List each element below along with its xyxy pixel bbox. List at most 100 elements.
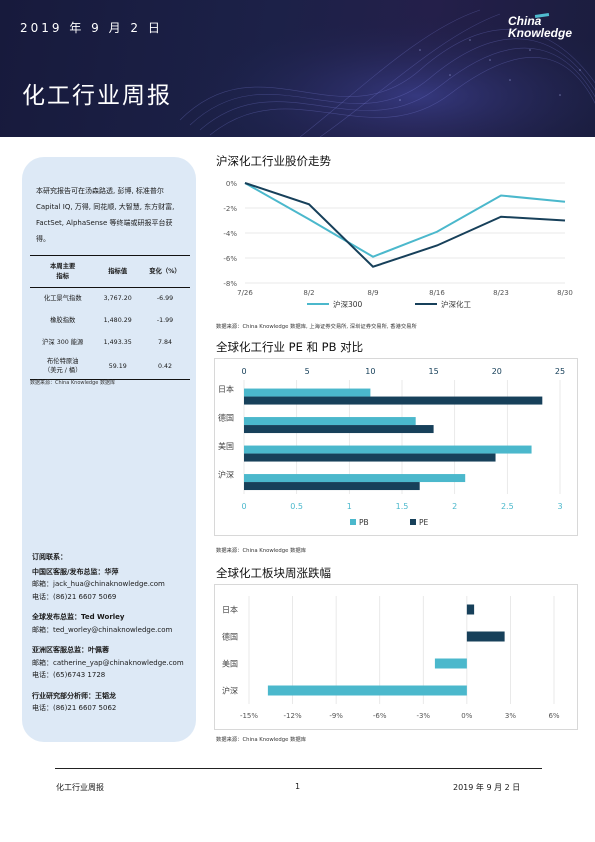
bar-change bbox=[466, 631, 505, 642]
sidebar-panel: 本研究报告可在汤森路透, 彭博, 标准普尔 Capital IQ, 万得, 同花… bbox=[22, 157, 196, 742]
bottom-axis-label: 1 bbox=[347, 502, 352, 511]
series-line-chem bbox=[244, 182, 566, 268]
top-axis-label: 10 bbox=[365, 367, 375, 376]
x-tick-label: 7/26 bbox=[237, 289, 253, 297]
top-axis-label: 5 bbox=[305, 367, 310, 376]
category-label: 日本 bbox=[218, 384, 234, 394]
y-tick-label: 0% bbox=[226, 180, 237, 188]
contact-email[interactable]: 邮箱：jack_hua@chinaknowledge.com bbox=[32, 580, 165, 588]
series-line-hs300 bbox=[244, 182, 566, 258]
table-cell: 橡胶指数 bbox=[50, 317, 76, 324]
x-tick-label: 8/30 bbox=[557, 289, 573, 297]
banner-wave-graphic bbox=[179, 0, 595, 137]
bar-pe bbox=[244, 453, 496, 462]
x-tick-label: -12% bbox=[284, 712, 302, 720]
contact-heading: 行业研究部分析师：王韬龙 bbox=[32, 691, 116, 700]
category-label: 德国 bbox=[222, 632, 238, 642]
contact-phone: 电话：(86)21 6607 5062 bbox=[32, 704, 117, 712]
legend-label: PE bbox=[419, 518, 429, 527]
contact-heading: 中国区客服/发布总监：华萍 bbox=[32, 567, 119, 576]
bar-pb bbox=[244, 474, 466, 483]
bar-pe bbox=[244, 396, 543, 405]
bottom-axis-label: 2 bbox=[452, 502, 457, 511]
category-label: 美国 bbox=[218, 441, 234, 451]
x-tick-label: -15% bbox=[240, 712, 258, 720]
x-tick-label: 8/16 bbox=[429, 289, 445, 297]
contact-list: 订阅联系： 中国区客服/发布总监：华萍 邮箱：jack_hua@chinakno… bbox=[32, 551, 192, 723]
key-indicators-table: 本周主要 指标 指标值 变化（%） 化工景气指数 3,767.20 -6.99 … bbox=[30, 255, 190, 380]
top-axis-label: 0 bbox=[241, 367, 246, 376]
logo-line1: China bbox=[508, 14, 542, 28]
table-header-cell: 本周主要 指标 bbox=[30, 255, 96, 288]
contact-phone: 电话：(65)6743 1728 bbox=[32, 671, 106, 679]
x-tick-label: 8/9 bbox=[367, 289, 378, 297]
contact-email[interactable]: 邮箱：catherine_yap@chinaknowledge.com bbox=[32, 658, 184, 667]
bar-change bbox=[434, 658, 467, 669]
bar-change bbox=[466, 604, 475, 615]
y-tick-label: -8% bbox=[223, 280, 237, 288]
table-header-row: 本周主要 指标 指标值 变化（%） bbox=[30, 255, 190, 288]
contact-heading: 全球发布总监：Ted Worley bbox=[32, 613, 125, 621]
top-axis-label: 25 bbox=[555, 367, 565, 376]
category-label: 美国 bbox=[222, 659, 238, 669]
price-trend-source: 数据来源：China Knowledge 数据库, 上海证券交易所, 深圳证券交… bbox=[216, 324, 417, 330]
bar-pb bbox=[244, 445, 532, 454]
contact-block: 行业研究部分析师：王韬龙 电话：(86)21 6607 5062 bbox=[32, 690, 192, 715]
contact-phone: 电话：(86)21 6607 5069 bbox=[32, 592, 117, 601]
top-axis-label: 15 bbox=[429, 367, 439, 376]
table-cell: 1,493.35 bbox=[103, 339, 132, 346]
legend-label: PB bbox=[359, 518, 369, 527]
table-row: 橡胶指数 1,480.29 -1.99 bbox=[30, 310, 190, 332]
contact-heading: 订阅联系： bbox=[32, 553, 67, 561]
bar-pb bbox=[244, 417, 416, 426]
category-label: 德国 bbox=[218, 412, 234, 422]
pe-pb-title: 全球化工行业 PE 和 PB 对比 bbox=[216, 340, 364, 354]
table-cell: 1,480.29 bbox=[103, 317, 132, 324]
x-tick-label: 6% bbox=[548, 712, 559, 720]
x-tick-label: -3% bbox=[416, 712, 430, 720]
x-tick-label: 8/23 bbox=[493, 289, 509, 297]
table-cell: -6.99 bbox=[156, 295, 174, 303]
weekly-change-source: 数据来源：China Knowledge 数据库 bbox=[216, 737, 306, 743]
price-trend-title: 沪深化工行业股价走势 bbox=[216, 154, 331, 168]
footer-report-name: 化工行业周报 bbox=[56, 783, 104, 792]
contact-email[interactable]: 邮箱：ted_worley@chinaknowledge.com bbox=[32, 625, 173, 634]
bar-pe bbox=[244, 482, 420, 491]
table-cell: 3,767.20 bbox=[103, 295, 132, 303]
y-tick-label: -2% bbox=[223, 205, 237, 213]
x-tick-label: 3% bbox=[505, 712, 516, 720]
y-tick-label: -6% bbox=[223, 255, 237, 263]
table-cell: 沪深 300 能源 bbox=[42, 339, 84, 346]
contact-block: 亚洲区客服总监：叶佩蓉 邮箱：catherine_yap@chinaknowle… bbox=[32, 644, 192, 682]
china-knowledge-logo: China Knowledge bbox=[508, 15, 572, 39]
table-row: 沪深 300 能源 1,493.35 7.84 bbox=[30, 332, 190, 354]
bar-pe bbox=[244, 425, 434, 434]
bottom-axis-label: 0 bbox=[241, 502, 246, 511]
table-cell: 0.42 bbox=[139, 353, 190, 380]
x-tick-label: 0% bbox=[461, 712, 472, 720]
category-label: 沪深 bbox=[218, 469, 234, 479]
contact-heading: 亚洲区客服总监：叶佩蓉 bbox=[32, 646, 109, 654]
bar-change bbox=[267, 685, 467, 696]
table-cell: -1.99 bbox=[156, 317, 174, 324]
y-tick-label: -4% bbox=[223, 230, 237, 238]
price-trend-line-chart: 0% -2% -4% -6% -8%7/26 8/2 8/9 8/16 8/23 8/30 沪深30… bbox=[223, 180, 573, 309]
legend-swatch bbox=[350, 519, 356, 525]
bottom-axis-label: 0.5 bbox=[290, 502, 303, 511]
logo-line2: Knowledge bbox=[508, 26, 573, 40]
report-title: 化工行业周报 bbox=[22, 83, 172, 109]
table-cell: 7.84 bbox=[157, 339, 172, 346]
contact-block: 订阅联系： bbox=[32, 551, 192, 564]
table-cell: 布伦特原油 （美元 / 桶） bbox=[30, 353, 96, 380]
table-source-note: 数据来源：China Knowledge 数据库 bbox=[30, 380, 115, 386]
report-date: 2019 年 9 月 2 日 bbox=[20, 21, 163, 35]
bottom-axis-label: 3 bbox=[557, 502, 562, 511]
bottom-axis-label: 1.5 bbox=[396, 502, 409, 511]
table-row: 布伦特原油 （美元 / 桶） 59.19 0.42 bbox=[30, 353, 190, 380]
x-tick-label: -6% bbox=[373, 712, 387, 720]
availability-disclaimer: 本研究报告可在汤森路透, 彭博, 标准普尔 Capital IQ, 万得, 同花… bbox=[36, 187, 175, 243]
footer-divider bbox=[55, 768, 542, 769]
contact-block: 全球发布总监：Ted Worley 邮箱：ted_worley@chinakno… bbox=[32, 611, 192, 636]
